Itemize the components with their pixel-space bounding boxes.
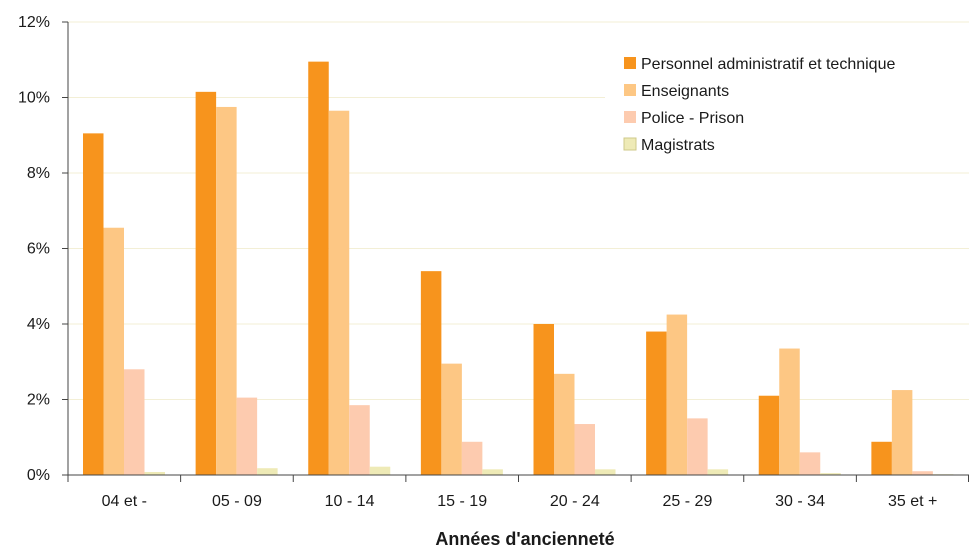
- bar: [666, 314, 688, 475]
- bar: [871, 441, 892, 475]
- x-tick-label: 05 - 09: [212, 493, 262, 510]
- x-tick-label: 25 - 29: [663, 493, 713, 510]
- x-tick-label: 10 - 14: [325, 493, 375, 510]
- bar: [144, 471, 165, 475]
- bar: [195, 91, 217, 476]
- legend-swatch: [623, 137, 637, 151]
- x-axis-title: Années d'ancienneté: [435, 529, 614, 547]
- legend-swatch: [624, 57, 636, 69]
- bar: [103, 227, 124, 475]
- y-tick-label: 0%: [27, 467, 50, 484]
- legend-background: [605, 40, 969, 168]
- bar: [308, 61, 329, 475]
- x-tick-label: 30 - 34: [775, 493, 825, 510]
- bar: [799, 452, 821, 475]
- bar: [554, 373, 575, 475]
- x-tick-label: 04 et -: [102, 493, 147, 510]
- bar: [646, 331, 667, 475]
- bar: [216, 106, 237, 475]
- y-tick-label: 4%: [27, 316, 50, 333]
- y-tick-label: 8%: [27, 165, 50, 182]
- bar: [349, 405, 370, 475]
- legend-swatch: [624, 111, 636, 123]
- bar: [891, 390, 913, 475]
- legend-label: Personnel administratif et technique: [641, 56, 895, 73]
- bar: [257, 468, 278, 475]
- bar: [482, 469, 503, 475]
- bar: [820, 473, 841, 475]
- bar: [707, 469, 729, 475]
- bar: [441, 363, 462, 475]
- y-tick-label: 12%: [18, 14, 50, 31]
- bars: [83, 61, 954, 476]
- bar: [912, 471, 933, 475]
- bar: [328, 110, 350, 476]
- x-tick-label: 20 - 24: [550, 493, 600, 510]
- bar: [533, 324, 554, 475]
- bar: [595, 469, 616, 475]
- x-tick-label: 15 - 19: [437, 493, 487, 510]
- legend-swatch: [624, 84, 636, 96]
- bar: [83, 133, 104, 476]
- bar: [236, 397, 258, 475]
- legend-label: Enseignants: [641, 83, 729, 100]
- bar: [124, 369, 145, 475]
- bar: [420, 271, 442, 475]
- y-tick-label: 2%: [27, 392, 50, 409]
- bar: [461, 441, 483, 475]
- legend-label: Police - Prison: [641, 110, 744, 127]
- bar: [574, 424, 595, 475]
- x-tick-label: 35 et +: [888, 493, 937, 510]
- y-axis-ticks: 0% 2% 4% 6% 8% 10% 12%: [18, 14, 68, 484]
- bar: [758, 395, 780, 475]
- bar: [687, 418, 708, 475]
- y-tick-label: 10%: [18, 90, 50, 107]
- x-axis-ticks: 04 et - 05 - 09 10 - 14 15 - 19 20 - 24 25 - …: [67, 475, 969, 510]
- y-tick-label: 6%: [27, 241, 50, 258]
- legend-label: Magistrats: [641, 137, 715, 154]
- bar: [779, 348, 800, 475]
- bar: [369, 466, 391, 475]
- legend: Personnel administratif et technique Ense…: [605, 40, 969, 168]
